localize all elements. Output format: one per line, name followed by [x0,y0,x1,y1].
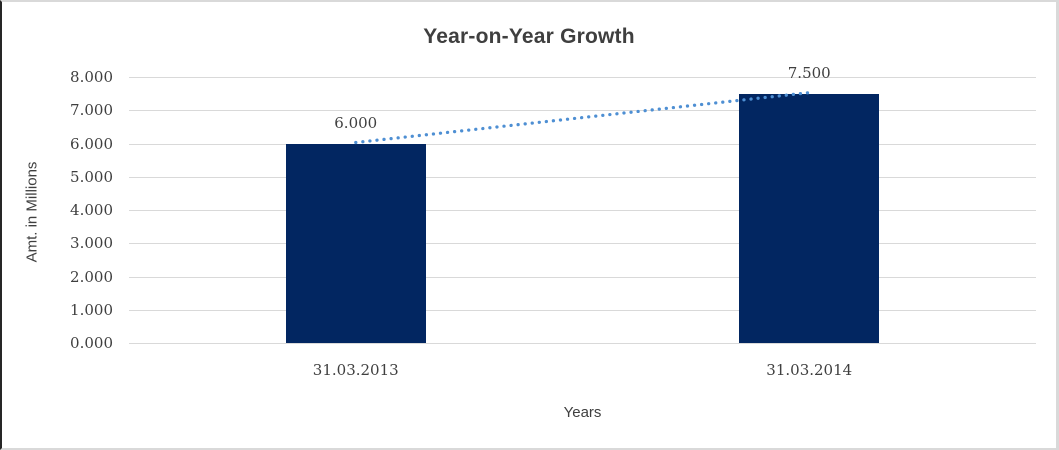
gridline [129,176,1036,178]
y-tick-label: 1.000 [70,300,113,319]
y-tick-label: 2.000 [70,267,113,286]
data-label: 7.500 [787,63,831,82]
y-tick-label: 3.000 [70,234,113,253]
y-tick-label: 0.000 [70,334,113,352]
chart-title: Year-on-Year Growth [423,25,635,48]
gridline [129,143,1036,145]
y-tick-label: 7.000 [70,101,113,120]
bar-31.03.2014 [739,93,880,343]
gridline [129,309,1036,311]
gridline [129,243,1036,245]
gridline [129,276,1036,278]
gridline [129,210,1036,211]
plot-area: 6.000 7.500 [129,64,1036,344]
x-axis-title: Years [563,404,602,421]
y-tick-label: 8.000 [70,68,113,86]
gridline [129,77,1036,78]
gridline [129,110,1036,112]
gridline [129,343,1036,344]
x-tick-label: 31.03.2014 [766,361,853,379]
y-tick-label: 4.000 [70,201,113,219]
trendline [354,91,811,145]
data-label: 6.000 [334,113,378,132]
y-tick-label: 5.000 [70,167,113,186]
bar-31.03.2013 [285,143,426,343]
x-tick-label: 31.03.2013 [312,361,399,379]
y-tick-label: 6.000 [70,134,113,153]
